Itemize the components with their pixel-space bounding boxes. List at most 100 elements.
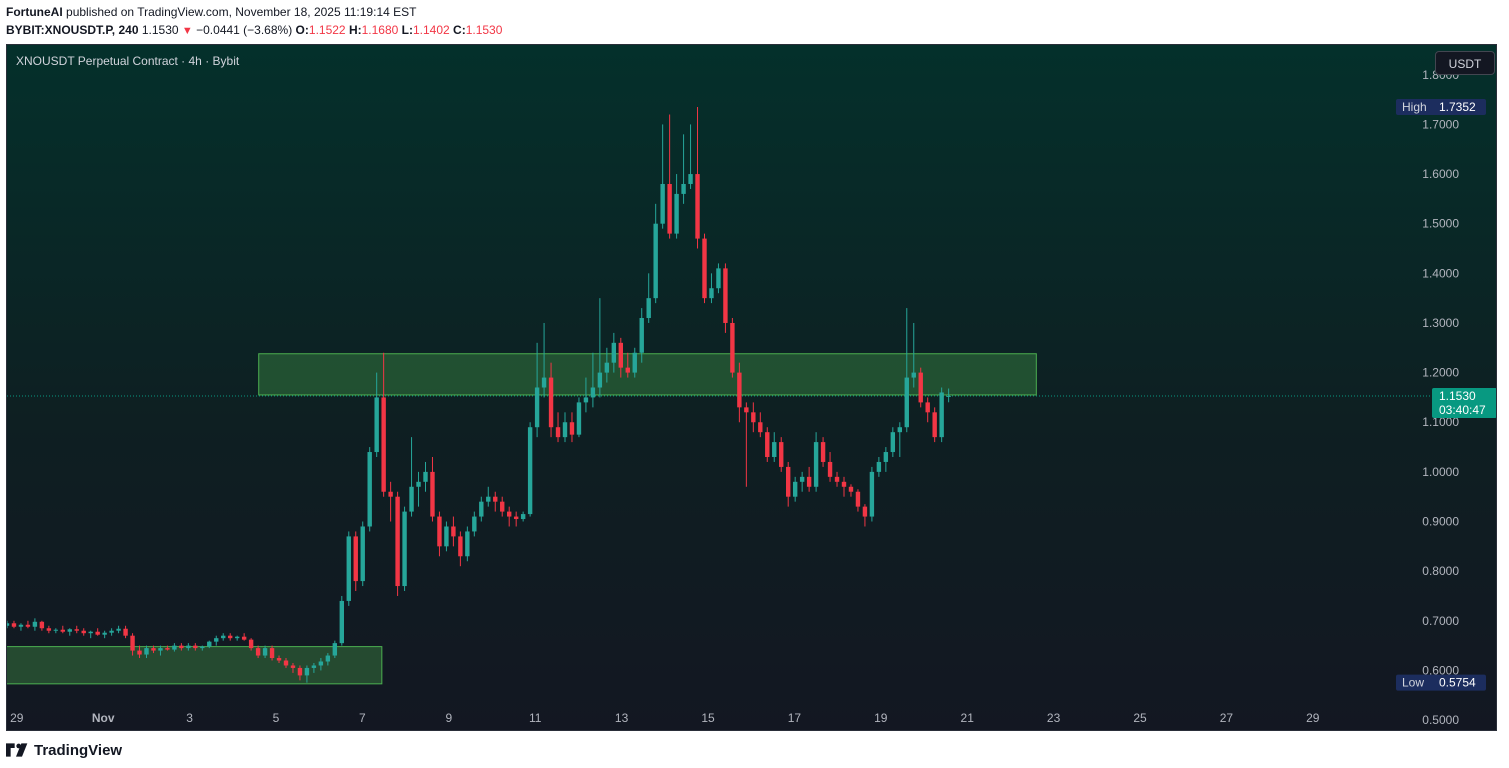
- candle-body: [227, 635, 233, 639]
- publisher-name[interactable]: FortuneAI: [6, 5, 63, 19]
- high-badge: High 1.7352: [1396, 98, 1486, 115]
- candle-body: [506, 511, 512, 517]
- price-chart[interactable]: 1.80001.70001.60001.50001.40001.30001.20…: [7, 45, 1496, 730]
- candle-body: [402, 511, 407, 587]
- candle-body: [639, 318, 644, 353]
- candle: [7, 620, 10, 629]
- chart-panel[interactable]: 1.80001.70001.60001.50001.40001.30001.20…: [6, 44, 1497, 731]
- candle-body: [290, 665, 296, 668]
- candle: [144, 645, 149, 659]
- candle-body: [234, 636, 240, 639]
- candle: [897, 422, 902, 457]
- x-tick-label: 27: [1220, 711, 1234, 725]
- candle: [925, 397, 930, 423]
- candle-body: [423, 471, 428, 482]
- candle-body: [681, 183, 686, 194]
- candle: [269, 645, 275, 661]
- candle: [639, 308, 644, 363]
- candle: [46, 625, 52, 634]
- candle: [541, 322, 547, 398]
- candle-body: [806, 476, 812, 487]
- candle: [409, 437, 414, 517]
- candle: [193, 643, 198, 651]
- candle: [590, 352, 596, 408]
- candle-body: [493, 496, 498, 502]
- candle-body: [458, 536, 463, 557]
- candle-body: [186, 645, 191, 649]
- candle: [172, 643, 177, 652]
- candle-body: [151, 648, 156, 651]
- candle-body: [576, 402, 582, 435]
- candle: [918, 367, 923, 408]
- candle: [799, 471, 805, 492]
- candle-body: [876, 461, 882, 472]
- candle-body: [932, 412, 937, 438]
- candle: [18, 623, 24, 631]
- candle: [214, 635, 219, 646]
- close-label: C:: [453, 23, 466, 37]
- candle-body: [911, 372, 916, 378]
- candle: [95, 628, 100, 636]
- candle-body: [109, 630, 114, 633]
- candle-body: [618, 342, 623, 368]
- countdown-value: 03:40:47: [1439, 403, 1486, 417]
- candle: [353, 531, 358, 592]
- support-resistance-zone-2[interactable]: [7, 646, 383, 685]
- candle: [423, 461, 428, 492]
- x-tick-label: 21: [961, 711, 975, 725]
- candle: [395, 491, 400, 596]
- y-tick-label: 1.6000: [1422, 167, 1459, 181]
- candle-body: [632, 352, 637, 373]
- candle-body: [848, 486, 854, 492]
- candle: [451, 516, 456, 547]
- candle-body: [779, 442, 784, 467]
- candle-body: [925, 402, 930, 413]
- candle-body: [332, 643, 338, 656]
- candle: [876, 456, 882, 477]
- candle-body: [353, 536, 358, 582]
- high-label: H:: [348, 23, 362, 37]
- tradingview-logo[interactable]: TradingView: [6, 740, 122, 760]
- y-tick-label: 1.3000: [1422, 316, 1459, 330]
- candle: [562, 412, 568, 443]
- candle: [179, 643, 184, 651]
- x-tick-label: 13: [615, 711, 629, 725]
- candle-body: [67, 629, 72, 632]
- last-price-badge-bg: [1432, 387, 1496, 418]
- candle-body: [904, 377, 909, 428]
- candle: [785, 461, 791, 507]
- currency-button[interactable]: USDT: [1435, 51, 1495, 75]
- candle: [862, 504, 868, 527]
- candle: [569, 412, 575, 443]
- high-badge-bg: [1396, 98, 1486, 115]
- high-badge-value: 1.7352: [1439, 100, 1476, 114]
- candle-body: [479, 501, 484, 517]
- candle-body: [890, 432, 896, 453]
- candle-body: [158, 648, 163, 651]
- candle-body: [472, 516, 477, 532]
- candle-body: [737, 372, 742, 408]
- candle: [304, 665, 310, 683]
- candle-body: [799, 476, 805, 482]
- candle: [248, 638, 254, 651]
- candle: [583, 377, 589, 413]
- candle-body: [430, 471, 435, 517]
- candle: [660, 124, 665, 229]
- candle: [116, 625, 121, 634]
- candle-body: [123, 628, 128, 636]
- candle-body: [339, 600, 344, 644]
- candle: [597, 298, 603, 398]
- candle-body: [165, 648, 170, 650]
- candle-body: [276, 658, 282, 661]
- candle: [444, 521, 449, 552]
- candle-body: [918, 372, 923, 403]
- candle: [241, 633, 247, 641]
- candle-body: [653, 223, 658, 299]
- y-tick-label: 0.7000: [1422, 614, 1459, 628]
- high-value: 1.1680: [361, 23, 399, 37]
- candle: [813, 432, 819, 492]
- candle: [325, 653, 331, 666]
- candle: [939, 387, 944, 443]
- candle: [53, 628, 59, 634]
